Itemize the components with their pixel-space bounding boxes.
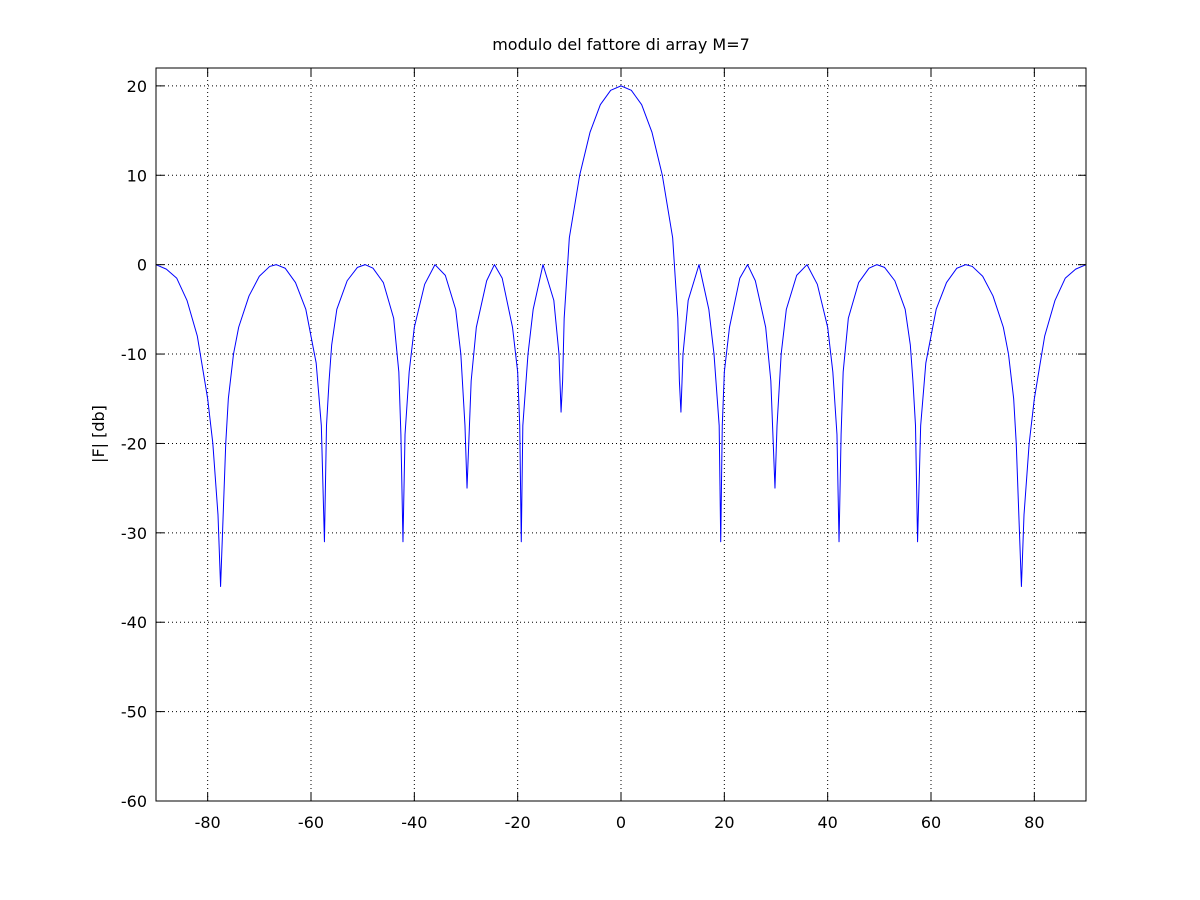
x-tick-label: 0: [616, 813, 626, 832]
y-tick-label: -60: [121, 792, 147, 811]
y-tick-label: -50: [121, 703, 147, 722]
ticks: -80 -60 -40 -20 0 20 40 60 80 -60 -50 -40 -30 -20 -10 0…: [121, 68, 1086, 832]
y-tick-label: 20: [127, 77, 147, 96]
y-tick-label: 10: [127, 166, 147, 185]
y-tick-label: -40: [121, 613, 147, 632]
x-tick-label: -80: [195, 813, 221, 832]
y-axis-label: |F| [db]: [89, 405, 108, 463]
x-tick-label: -60: [298, 813, 324, 832]
chart-title: modulo del fattore di array M=7: [492, 35, 750, 54]
series-layer: [155, 85, 1087, 587]
x-tick-label: 40: [817, 813, 837, 832]
x-tick-label: -40: [401, 813, 427, 832]
x-tick-label: -20: [505, 813, 531, 832]
x-tick-label: 20: [714, 813, 734, 832]
x-tick-label: 80: [1024, 813, 1044, 832]
plot-area: [156, 68, 1086, 801]
y-tick-label: -30: [121, 524, 147, 543]
x-tick-label: 60: [921, 813, 941, 832]
y-tick-label: -10: [121, 345, 147, 364]
series-line: [155, 85, 1087, 587]
y-tick-label: 0: [137, 256, 147, 275]
y-tick-label: -20: [121, 434, 147, 453]
